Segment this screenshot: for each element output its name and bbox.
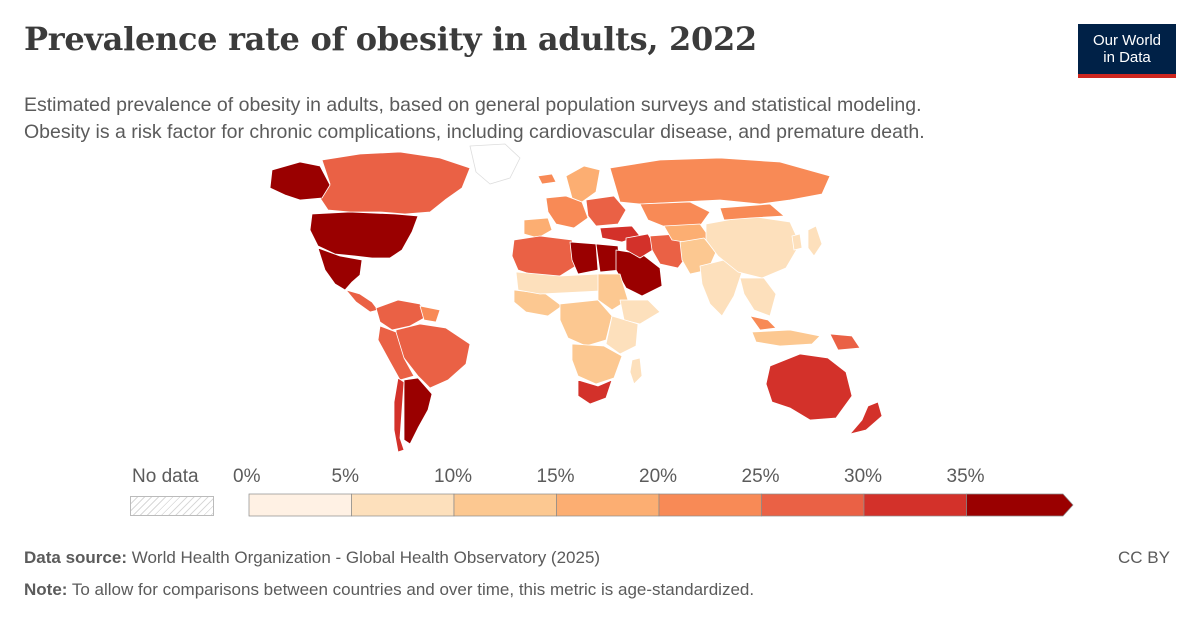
region-indonesia[interactable] (751, 329, 821, 347)
region-guianas[interactable] (419, 305, 441, 323)
region-central-africa[interactable] (559, 299, 613, 347)
legend-bin-7[interactable] (966, 493, 1074, 517)
region-greenland[interactable] (469, 143, 521, 185)
region-scandinavia[interactable] (565, 165, 601, 203)
legend-tick-3: 15% (536, 466, 575, 487)
logo-line-2: in Data (1103, 49, 1151, 66)
data-source-text[interactable]: World Health Organization - Global Healt… (131, 548, 601, 567)
region-alaska[interactable] (269, 161, 331, 201)
no-data-label: No data (132, 466, 199, 487)
region-peru-bolivia[interactable] (377, 325, 415, 381)
region-mongolia[interactable] (719, 203, 785, 221)
region-ethiopia-horn[interactable] (619, 299, 661, 325)
owid-logo[interactable]: Our World in Data (1078, 24, 1176, 78)
legend-tick-4: 20% (639, 466, 678, 487)
legend-tick-1: 5% (331, 466, 359, 487)
data-source: Data source: World Health Organization -… (24, 548, 600, 568)
region-venezuela-colombia[interactable] (375, 299, 429, 331)
region-china[interactable] (705, 215, 801, 279)
license-link[interactable]: CC BY (1118, 548, 1170, 567)
logo-line-1: Our World (1092, 32, 1162, 49)
legend-bin-3[interactable] (556, 493, 660, 517)
no-data-swatch[interactable] (130, 496, 214, 516)
region-iceland[interactable] (537, 173, 557, 185)
legend-bin-5[interactable] (761, 493, 865, 517)
region-north-africa-morocco-algeria[interactable] (511, 235, 577, 277)
region-east-africa[interactable] (605, 315, 639, 355)
legend-bin-6[interactable] (863, 493, 967, 517)
region-central-america[interactable] (345, 289, 379, 313)
region-united-states[interactable] (309, 211, 419, 259)
legend-tick-5: 25% (741, 466, 780, 487)
legend-tick-0: 0% (233, 466, 261, 487)
data-source-label: Data source: (24, 548, 127, 567)
legend-tick-2: 10% (434, 466, 473, 487)
region-argentina[interactable] (403, 377, 433, 445)
subtitle-line-2: Obesity is a risk factor for chronic com… (24, 121, 925, 143)
region-madagascar[interactable] (629, 357, 643, 385)
region-canada[interactable] (319, 151, 471, 215)
note-text: To allow for comparisons between countri… (71, 580, 755, 599)
region-south-africa[interactable] (577, 379, 613, 405)
region-libya[interactable] (569, 241, 599, 275)
region-japan[interactable] (807, 225, 823, 257)
chart-subtitle: Estimated prevalence of obesity in adult… (24, 92, 1124, 146)
region-chile[interactable] (393, 377, 405, 453)
legend-tick-6: 30% (844, 466, 883, 487)
chart-note: Note: To allow for comparisons between c… (24, 580, 754, 600)
region-southeast-asia[interactable] (739, 277, 777, 317)
legend-bin-1[interactable] (351, 493, 455, 517)
note-label: Note: (24, 580, 68, 599)
region-iberia[interactable] (523, 217, 553, 239)
region-russia[interactable] (609, 157, 831, 205)
region-brazil[interactable] (395, 323, 471, 389)
world-map[interactable] (0, 140, 1200, 460)
region-new-zealand[interactable] (849, 401, 883, 435)
region-australia[interactable] (765, 353, 853, 421)
region-iraq-syria[interactable] (625, 233, 657, 259)
legend-bin-2[interactable] (453, 493, 557, 517)
legend-bin-4[interactable] (658, 493, 762, 517)
subtitle-line-1: Estimated prevalence of obesity in adult… (24, 94, 922, 116)
region-western-europe[interactable] (545, 195, 589, 229)
region-mexico[interactable] (317, 247, 363, 291)
region-malaysia[interactable] (749, 315, 777, 331)
region-southern-africa[interactable] (571, 343, 623, 385)
legend-bin-0[interactable] (248, 493, 352, 517)
chart-title: Prevalence rate of obesity in adults, 20… (24, 20, 757, 58)
region-korea[interactable] (791, 233, 803, 251)
region-saudi-arabia[interactable] (615, 249, 663, 297)
region-eastern-europe[interactable] (585, 195, 627, 227)
region-papua-new-guinea[interactable] (829, 333, 861, 351)
legend-color-scale[interactable] (248, 492, 1078, 522)
legend-tick-7: 35% (946, 466, 985, 487)
